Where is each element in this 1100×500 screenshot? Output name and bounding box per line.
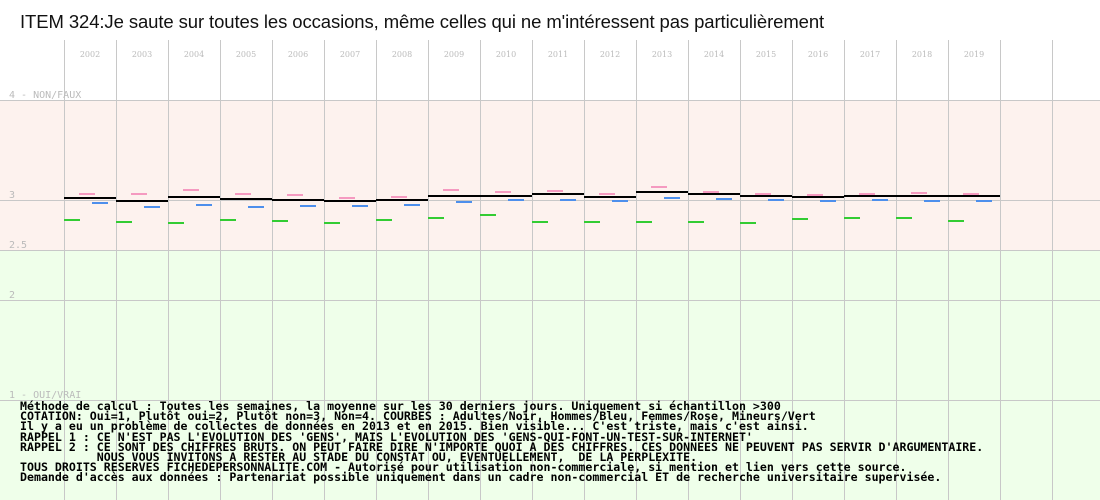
x-tick-label: 2018 xyxy=(912,50,932,59)
y-tick-label: 1 - OUI/VRAI xyxy=(9,390,81,401)
note-line: TOUS DROITS RESERVES FICHEDEPERSONNALITE… xyxy=(20,460,907,475)
note-line: RAPPEL 2 : CE SONT DES CHIFFRES BRUTS. O… xyxy=(20,439,984,454)
x-tick-label: 2012 xyxy=(600,50,620,59)
x-tick-label: 2002 xyxy=(80,50,100,59)
series-adultes xyxy=(64,191,1000,202)
x-tick-label: 2019 xyxy=(964,50,984,59)
x-tick-label: 2011 xyxy=(548,50,568,59)
x-axis-labels: 2002 2003 2004 2005 2006 2007 2008 2009 2010 2011… xyxy=(80,50,984,59)
note-line: Il y a eu un problème de collectes de do… xyxy=(20,419,809,434)
x-tick-label: 2010 xyxy=(496,50,516,59)
y-tick-label: 2 xyxy=(9,290,15,301)
x-tick-label: 2005 xyxy=(236,50,256,59)
series-femmes xyxy=(79,186,979,199)
grid xyxy=(0,40,1100,500)
x-tick-label: 2014 xyxy=(704,50,724,59)
zone-non-background xyxy=(0,100,1100,250)
y-tick-label: 4 - NON/FAUX xyxy=(9,90,81,101)
note-line: Demande d'accès aux données : Partenaria… xyxy=(20,470,942,485)
chart-title: ITEM 324:Je saute sur toutes les occasio… xyxy=(20,11,825,32)
note-line: NOUS VOUS INVITONS A RESTER AU STADE DU … xyxy=(20,449,698,464)
y-tick-label: 2.5 xyxy=(9,240,27,251)
note-line: RAPPEL 1 : CE N'EST PAS L'EVOLUTION DES … xyxy=(20,429,753,444)
series-mineurs xyxy=(64,214,964,224)
x-tick-label: 2013 xyxy=(652,50,672,59)
y-axis-labels: 4 - NON/FAUX 3 2.5 2 1 - OUI/VRAI xyxy=(9,90,81,401)
x-tick-label: 2004 xyxy=(184,50,204,59)
x-tick-label: 2006 xyxy=(288,50,308,59)
notes-block: Méthode de calcul : Toutes les semaines,… xyxy=(20,399,1098,485)
y-tick-label: 3 xyxy=(9,190,15,201)
x-tick-label: 2017 xyxy=(860,50,880,59)
series-hommes xyxy=(92,197,992,208)
x-tick-label: 2009 xyxy=(444,50,464,59)
chart-background xyxy=(0,100,1100,500)
note-line: Méthode de calcul : Toutes les semaines,… xyxy=(20,399,781,413)
x-tick-label: 2015 xyxy=(756,50,776,59)
x-tick-label: 2007 xyxy=(340,50,360,59)
x-tick-label: 2008 xyxy=(392,50,412,59)
x-tick-label: 2016 xyxy=(808,50,828,59)
x-tick-label: 2003 xyxy=(132,50,152,59)
note-line: COTATION: Oui=1, Plutôt oui=2, Plutôt no… xyxy=(20,409,816,424)
data-series xyxy=(64,186,1000,224)
zone-oui-background xyxy=(0,250,1100,500)
